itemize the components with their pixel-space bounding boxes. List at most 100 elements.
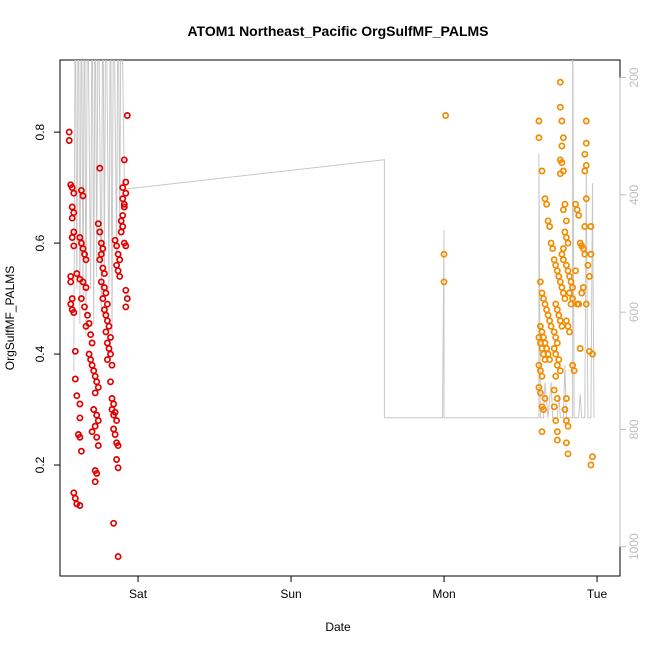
data-point-orange (564, 239, 572, 247)
data-point-red (116, 272, 124, 280)
data-point-orange (570, 367, 578, 375)
data-point-red (107, 378, 114, 386)
data-point-red (103, 356, 111, 364)
data-point-orange (561, 406, 569, 413)
data-point-red (116, 256, 124, 264)
secondary-line (73, 60, 595, 419)
data-point-red (82, 256, 90, 264)
data-point-orange (553, 339, 561, 347)
data-point-orange (564, 450, 572, 458)
data-point-orange (584, 261, 592, 269)
data-point-red (123, 112, 131, 119)
data-point-orange (538, 428, 546, 436)
data-point-red (68, 295, 76, 303)
data-point-red (96, 228, 104, 236)
data-point-orange (556, 103, 564, 111)
data-point-orange (544, 217, 552, 225)
data-point-red (77, 186, 85, 194)
data-point-orange (559, 289, 567, 297)
data-point-orange (562, 439, 570, 447)
data-point-orange (544, 311, 552, 319)
data-point-orange (582, 195, 590, 203)
data-point-red (77, 239, 85, 247)
data-point-orange (540, 295, 547, 303)
y-tick-label: 0.4 (33, 345, 47, 362)
data-point-orange (546, 317, 554, 325)
data-point-red (108, 361, 116, 369)
data-point-red (114, 442, 122, 450)
data-point-red (100, 306, 108, 314)
y2-tick-label: 1000 (627, 533, 641, 560)
data-point-orange (575, 211, 583, 219)
data-point-orange (579, 284, 587, 291)
data-point-orange (543, 200, 551, 208)
data-point-red (99, 264, 107, 272)
data-point-orange (536, 278, 544, 286)
data-point-orange (569, 284, 577, 291)
data-point-red (123, 295, 131, 303)
data-point-red (70, 189, 78, 197)
data-point-red (68, 203, 76, 211)
data-point-red (114, 464, 122, 472)
data-point-red (93, 433, 101, 441)
data-point-red (102, 311, 110, 319)
y-tick-label: 0.2 (33, 456, 47, 473)
data-point-red (79, 192, 87, 200)
data-point-red (103, 339, 111, 347)
data-point-orange (581, 150, 589, 158)
data-point-red (82, 322, 90, 330)
data-point-orange (540, 406, 547, 413)
data-point-orange (547, 239, 555, 247)
data-point-red (88, 339, 96, 347)
x-tick-label: Tue (587, 587, 608, 601)
data-point-red (70, 489, 78, 497)
data-point-orange (558, 159, 566, 167)
data-point-red (114, 267, 122, 275)
data-point-orange (572, 267, 580, 275)
data-point-orange (550, 403, 558, 411)
data-point-orange (556, 78, 564, 86)
data-point-red (103, 300, 111, 308)
data-point-orange (555, 272, 563, 280)
data-point-orange (582, 161, 590, 169)
data-point-red (100, 270, 108, 278)
data-point-red (84, 311, 91, 319)
data-point-red (122, 189, 130, 197)
data-point-orange (582, 139, 590, 147)
data-point-orange (587, 250, 595, 258)
data-point-orange (536, 389, 544, 397)
x-tick-label: Sun (280, 587, 301, 601)
data-point-orange (556, 367, 564, 375)
data-point-red (102, 328, 110, 336)
data-point-red (111, 431, 119, 438)
data-point-orange (558, 142, 566, 150)
data-point-orange (541, 395, 549, 402)
data-point-orange (558, 117, 566, 125)
data-point-orange (553, 428, 561, 436)
data-point-orange (562, 261, 570, 269)
data-point-orange (572, 200, 580, 208)
x-tick-label: Sat (129, 587, 148, 601)
data-point-red (70, 242, 78, 250)
data-point-orange (550, 328, 558, 336)
data-point-red (76, 502, 84, 509)
y2-tick-label: 400 (627, 185, 641, 205)
data-point-orange (553, 267, 561, 275)
data-point-red (113, 242, 121, 250)
data-point-orange (566, 289, 573, 297)
data-point-orange (576, 345, 584, 352)
data-point-red (91, 372, 99, 380)
data-point-red (65, 137, 73, 144)
data-point-red (110, 411, 118, 419)
data-point-red (77, 295, 85, 303)
y-axis-label: OrgSulfMF_PALMS (3, 266, 17, 370)
chart-title: ATOM1 Northeast_Pacific OrgSulfMF_PALMS (187, 23, 488, 39)
data-point-red (119, 223, 127, 230)
data-point-red (85, 350, 93, 358)
data-point-red (76, 414, 84, 422)
data-point-orange (538, 345, 546, 352)
data-point-orange (543, 306, 551, 314)
data-point-red (70, 209, 78, 217)
y2-tick-label: 600 (627, 302, 641, 322)
